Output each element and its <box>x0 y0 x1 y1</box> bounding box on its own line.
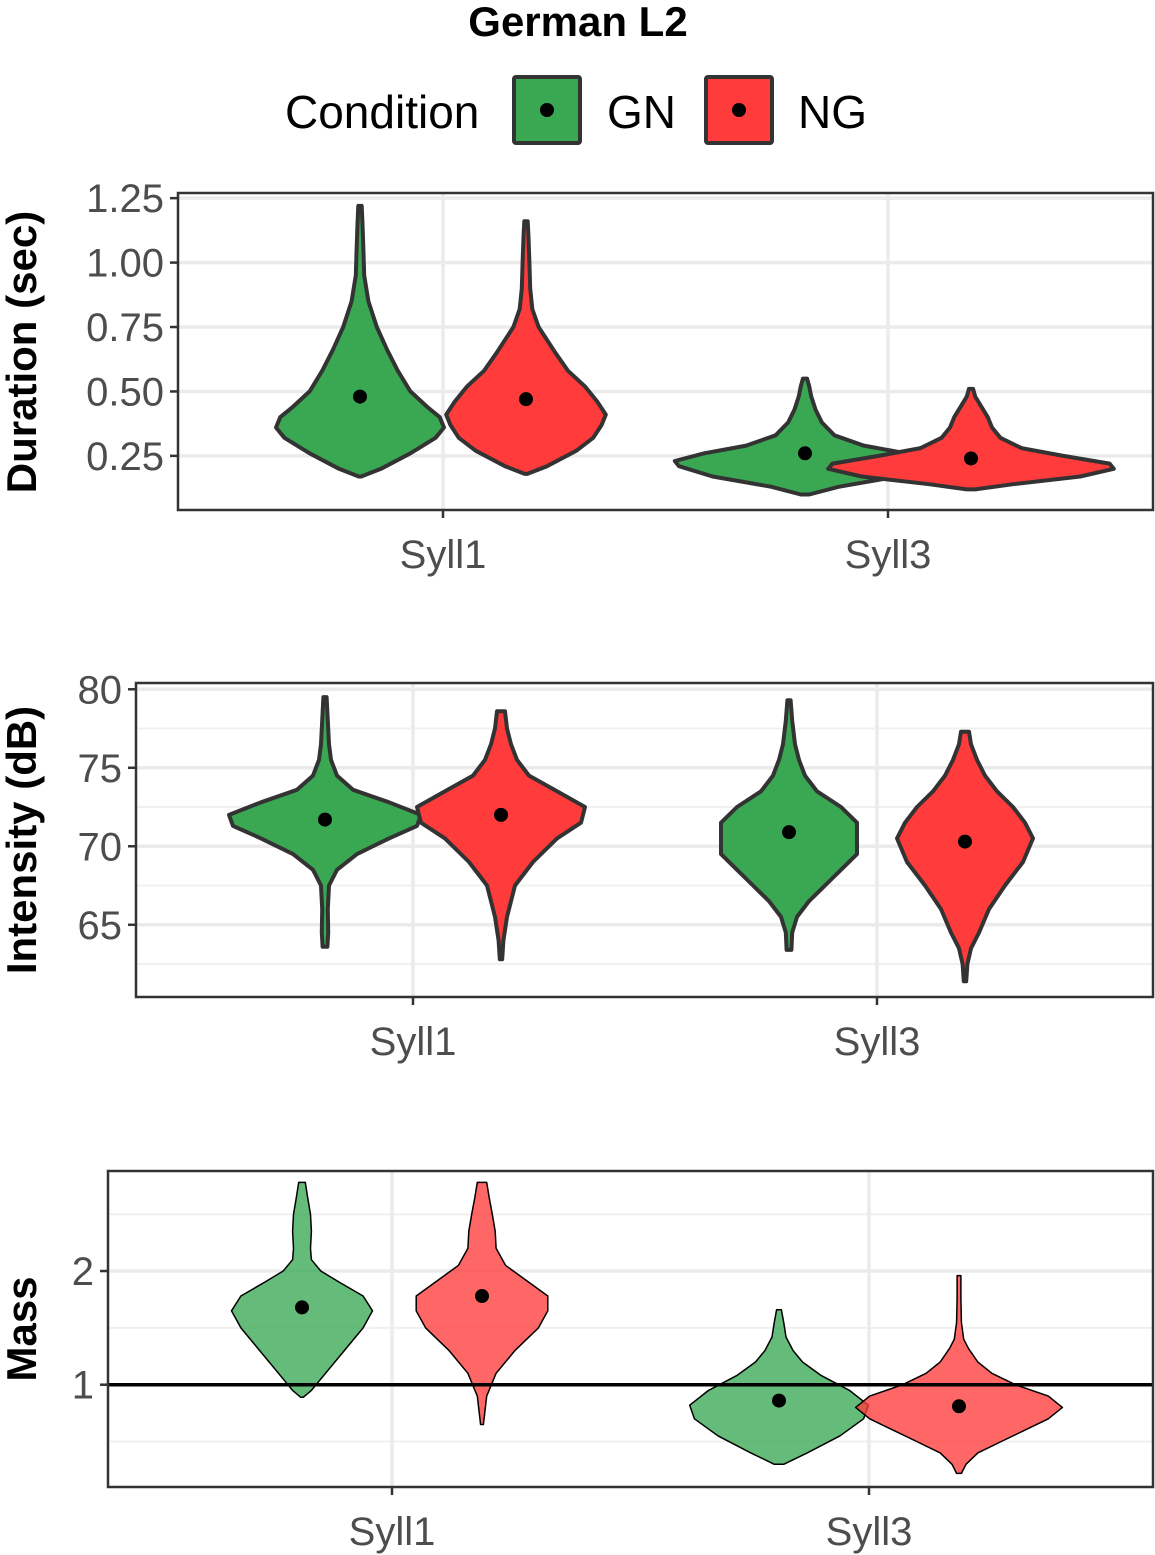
y-tick-label: 1.00 <box>86 242 164 286</box>
y-tick-label: 0.75 <box>86 306 164 350</box>
violin-gn-syll1 <box>274 203 446 479</box>
intensity-panel: 65 70 75 80 Syll1 Syll3 Intensity (dB) <box>0 668 1155 1064</box>
y-axis-title: Mass <box>0 1276 45 1381</box>
mean-point-ng-syll3 <box>964 451 978 466</box>
y-tick-label: 0.50 <box>86 370 164 414</box>
violin-gn-syll1 <box>230 1181 374 1398</box>
mean-point-gn-syll1 <box>353 389 367 404</box>
y-tick-label: 65 <box>78 904 123 948</box>
mean-point-gn-syll3 <box>782 825 796 840</box>
y-tick-label: 1.25 <box>86 177 164 221</box>
violin-ng-syll3 <box>826 386 1116 492</box>
mass-panel: 1 2 Syll1 Syll3 Mass <box>0 1169 1155 1554</box>
x-tick-label: Syll1 <box>349 1510 436 1554</box>
y-axis-title: Intensity (dB) <box>0 706 45 974</box>
legend-key-gn-point <box>540 103 554 117</box>
mean-point-gn-syll1 <box>295 1300 309 1315</box>
x-tick-label: Syll3 <box>845 533 932 577</box>
legend-key-ng-point <box>732 103 746 117</box>
violin-ng-syll1 <box>444 219 608 476</box>
violin-ng-syll1 <box>415 1181 549 1426</box>
mean-point-gn-syll1 <box>318 812 332 827</box>
y-tick-label: 70 <box>78 825 123 869</box>
violin-ng-syll1 <box>415 709 587 962</box>
legend: Condition GN NG <box>285 75 867 145</box>
x-tick-label: Syll1 <box>400 533 487 577</box>
mean-point-ng-syll3 <box>952 1399 966 1414</box>
legend-title: Condition <box>285 86 479 138</box>
mean-point-ng-syll3 <box>958 834 972 849</box>
figure-title: German L2 <box>468 0 687 45</box>
y-tick-label: 1 <box>72 1364 94 1408</box>
legend-label-gn: GN <box>607 86 676 138</box>
duration-panel: 0.25 0.50 0.75 1.00 1.25 Syll1 Syll3 Duration (… <box>0 177 1155 577</box>
mean-point-gn-syll3 <box>798 446 812 461</box>
y-tick-label: 75 <box>78 747 123 791</box>
mean-point-ng-syll1 <box>519 392 533 407</box>
x-tick-label: Syll3 <box>826 1510 913 1554</box>
violin-ng-syll3 <box>895 729 1035 984</box>
y-tick-label: 80 <box>78 668 123 712</box>
panel-border <box>106 1169 1155 1489</box>
x-tick-label: Syll1 <box>370 1020 457 1064</box>
x-tick-label: Syll3 <box>834 1020 921 1064</box>
panel-border <box>134 681 1155 999</box>
mean-point-gn-syll3 <box>772 1393 786 1408</box>
y-tick-label: 2 <box>72 1250 94 1294</box>
mean-point-ng-syll1 <box>494 807 508 822</box>
y-tick-label: 0.25 <box>86 435 164 479</box>
violin-gn-syll3 <box>719 698 859 952</box>
legend-label-ng: NG <box>798 86 867 138</box>
violin-ng-syll3 <box>854 1274 1064 1475</box>
y-axis-title: Duration (sec) <box>0 211 45 493</box>
mean-point-ng-syll1 <box>475 1289 489 1304</box>
panel-border <box>176 191 1155 512</box>
